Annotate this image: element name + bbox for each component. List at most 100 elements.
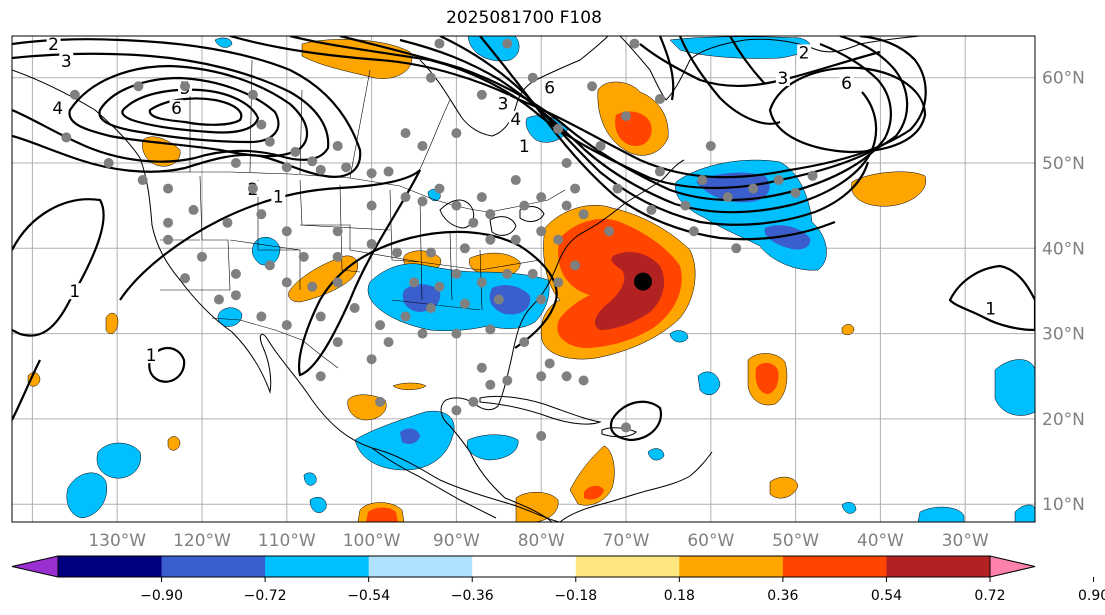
colorbar-extend-low (11, 555, 59, 578)
station-point (281, 277, 292, 288)
longitude-label: 80°W (518, 531, 565, 551)
longitude-label: 130°W (88, 531, 146, 551)
contour-greenland-ring-3 (729, 36, 766, 85)
contour-label: 1 (146, 346, 157, 366)
station-point (451, 328, 462, 339)
anomaly-orange-small-5 (769, 476, 799, 499)
contour-label: 4 (510, 110, 521, 130)
station-point (264, 260, 275, 271)
station-point (485, 209, 496, 220)
contour-label-background (496, 95, 511, 112)
colorbar-tick-label: −0.90 (140, 588, 183, 604)
station-point (434, 38, 445, 49)
longitude-label: 110°W (258, 531, 316, 551)
contour-label: 1 (69, 282, 80, 302)
longitude-label: 70°W (603, 531, 650, 551)
central-america-coast (371, 447, 497, 519)
contour-label: 1 (985, 299, 996, 319)
station-point (332, 337, 343, 348)
contour-label: 3 (777, 69, 788, 89)
longitude-label: 120°W (173, 531, 231, 551)
contour-north-high-5 (439, 36, 870, 226)
station-point (315, 311, 326, 322)
contour-label: 6 (171, 99, 182, 119)
station-point (137, 175, 148, 186)
station-point (69, 89, 80, 100)
contour-label: 1 (519, 137, 530, 157)
station-point (256, 209, 267, 220)
longitude-label: 40°W (857, 531, 904, 551)
colorbar-segment (368, 556, 473, 577)
station-point (502, 375, 513, 386)
contour-greenland-ring-4 (658, 36, 675, 101)
anomaly-orange-small-2 (27, 372, 41, 387)
station-point (341, 162, 352, 173)
station-point (451, 128, 462, 139)
anomaly-orange-atlantic-ne (851, 171, 927, 207)
station-point (315, 164, 326, 175)
station-point (807, 170, 818, 181)
colorbar-tick-label: −0.36 (451, 588, 494, 604)
contour-pacific-ring-outer (12, 38, 362, 178)
station-point (400, 192, 411, 203)
contour-label: 3 (61, 52, 72, 72)
anomaly-blue-atl-se-1 (697, 371, 721, 396)
colorbar-tick-label: 0.36 (767, 588, 798, 604)
contour-north-high-4 (399, 38, 878, 214)
station-point (476, 277, 487, 288)
station-point (527, 72, 538, 83)
station-point (366, 200, 377, 211)
latitude-label: 40°N (1042, 239, 1085, 259)
station-point (621, 422, 631, 433)
station-point (383, 166, 394, 177)
station-point (315, 371, 326, 382)
contour-label-background (50, 99, 65, 116)
us-mexico-border (211, 317, 339, 369)
station-point (349, 303, 360, 314)
station-point (561, 200, 572, 211)
anomaly-blue-atl-se-7 (841, 502, 857, 514)
station-point (527, 268, 538, 279)
anomaly-blue-atl-se-4 (1014, 504, 1035, 522)
longitude-label: 30°W (942, 531, 989, 551)
station-point (425, 72, 436, 83)
anomaly-blue-atl-se-6 (669, 330, 689, 343)
station-point (570, 260, 581, 271)
anomaly-orange-cuba (392, 382, 427, 390)
station-point (163, 217, 174, 228)
station-point (366, 354, 377, 365)
anomaly-blue-atl-se-2 (994, 359, 1035, 416)
station-point (417, 196, 428, 207)
station-point (688, 226, 699, 237)
colorbar-segment (58, 556, 163, 577)
latitude-label: 20°N (1042, 410, 1085, 430)
station-point (553, 123, 564, 134)
contour-label-background (169, 99, 184, 116)
latitude-labels: 60°N 50°N 40°N 30°N 20°N 10°N (1042, 69, 1085, 516)
station-point (561, 371, 572, 382)
contour-greenland-ring (768, 66, 927, 154)
station-point (383, 337, 394, 348)
station-point (281, 320, 292, 331)
station-point (451, 200, 462, 211)
station-point (680, 200, 691, 211)
station-point (213, 294, 224, 305)
map-frame (11, 35, 1036, 523)
station-point (425, 247, 436, 258)
station-point (570, 183, 581, 194)
station-point (375, 396, 386, 407)
contour-label: 3 (498, 95, 509, 115)
station-point (468, 217, 479, 228)
station-point (281, 226, 292, 237)
anomaly-royalblue-southeast-2 (489, 285, 531, 315)
contour-1-caribbean (609, 400, 663, 442)
station-point (307, 156, 318, 167)
station-point (510, 234, 521, 245)
station-point (790, 187, 801, 198)
station-point (332, 140, 343, 151)
contour-greenland-ring-2 (678, 36, 781, 125)
station-point (230, 268, 241, 279)
station-point (417, 140, 428, 151)
colorbar-segment (679, 556, 784, 577)
station-point (629, 38, 640, 49)
